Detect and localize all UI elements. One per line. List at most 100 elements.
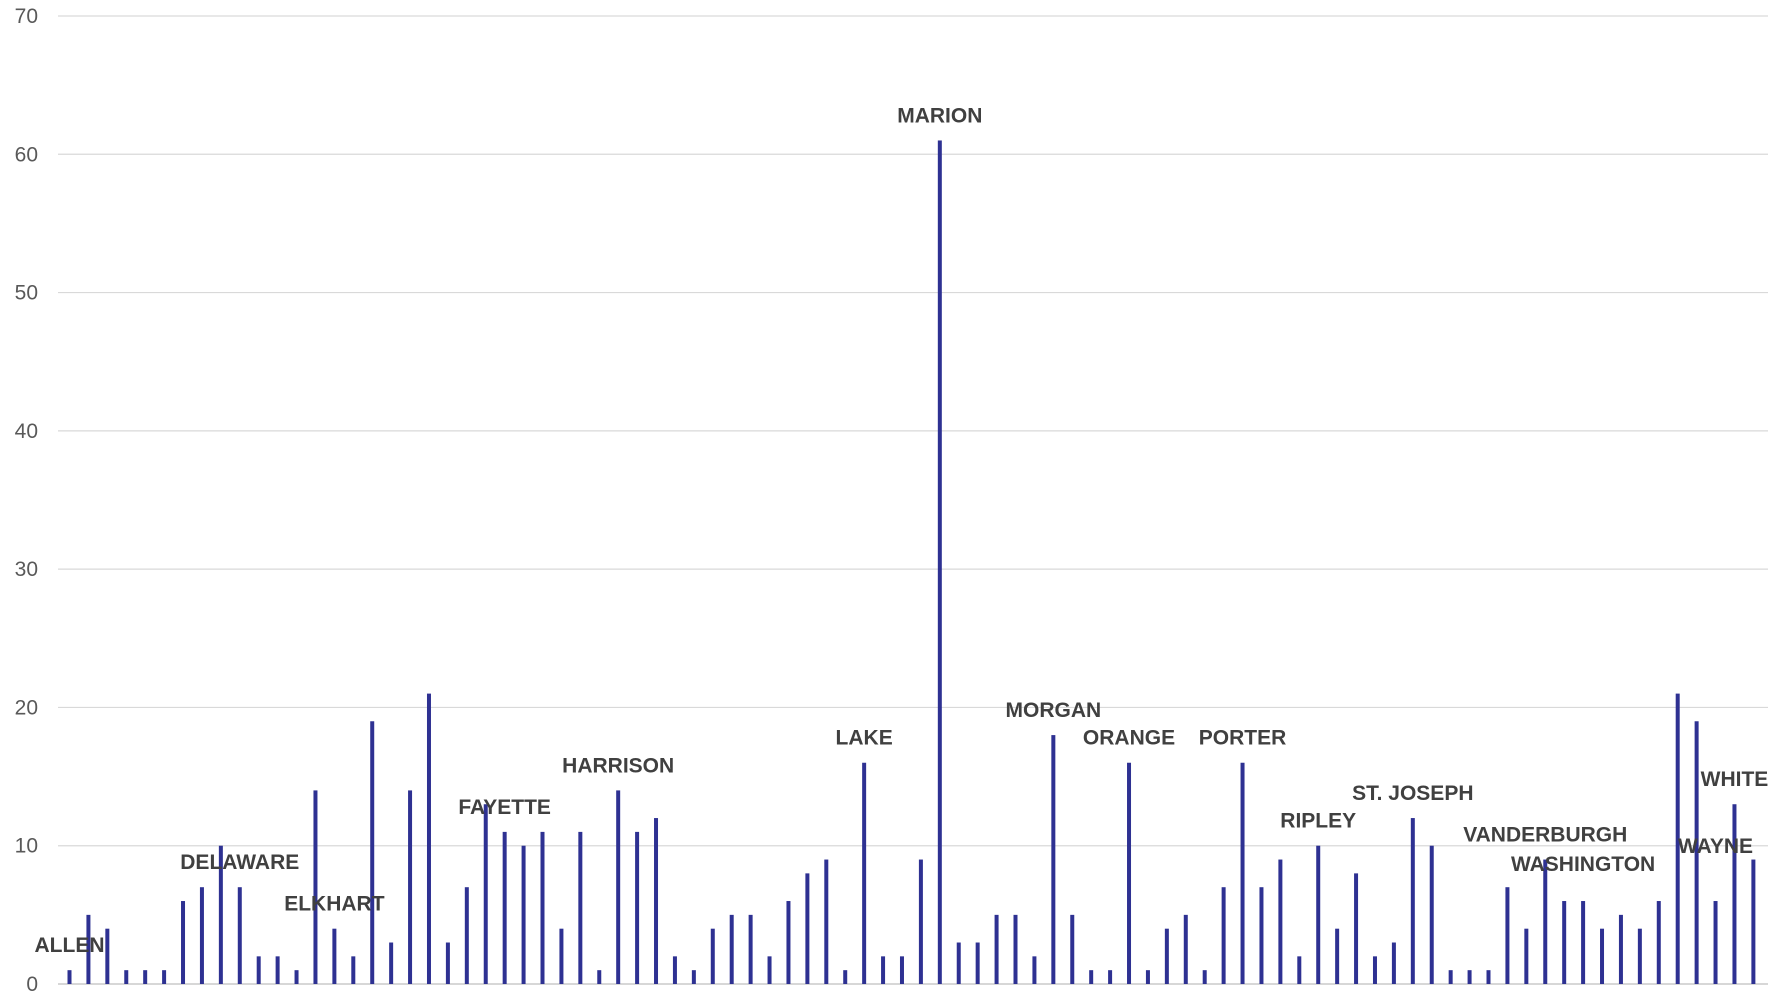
gridlines (58, 15, 1768, 985)
annotation-label: WASHINGTON (1511, 853, 1655, 876)
bar (1429, 845, 1434, 984)
bar (899, 956, 904, 984)
y-tick-label: 10 (15, 835, 38, 858)
bar (1051, 735, 1056, 984)
bar (1694, 721, 1699, 984)
bar (672, 956, 677, 984)
annotation-label: ORANGE (1083, 727, 1175, 750)
bar (105, 928, 110, 984)
bar (956, 942, 961, 984)
annotation-label: WHITE (1701, 768, 1769, 791)
y-tick-label: 20 (15, 696, 38, 719)
bar (1543, 859, 1548, 984)
bar (862, 762, 867, 984)
bar (1013, 914, 1018, 984)
bar (143, 970, 148, 984)
bar (1467, 970, 1472, 984)
annotation-label: VANDERBURGH (1463, 824, 1627, 847)
bar (1259, 887, 1264, 984)
bar (1732, 804, 1737, 984)
bar (1600, 928, 1605, 984)
bar (654, 818, 659, 984)
bar (805, 873, 810, 984)
bar (824, 859, 829, 984)
bar (1278, 859, 1283, 984)
bar (124, 970, 129, 984)
bar (975, 942, 980, 984)
bar (1032, 956, 1037, 984)
bar (616, 790, 621, 984)
bar (464, 887, 469, 984)
y-tick-label: 60 (15, 143, 38, 166)
bar (1108, 970, 1113, 984)
y-tick-label: 40 (15, 420, 38, 443)
bar (521, 845, 526, 984)
bar (370, 721, 375, 984)
bar (275, 956, 280, 984)
bar (1316, 845, 1321, 984)
bar (748, 914, 753, 984)
annotation-label: DELAWARE (180, 851, 299, 874)
bar (635, 831, 640, 984)
bar (1410, 818, 1415, 984)
bar (1656, 901, 1661, 984)
bar (767, 956, 772, 984)
bar (1581, 901, 1586, 984)
annotation-label: ST. JOSEPH (1352, 782, 1473, 805)
bar (237, 887, 242, 984)
bar (1675, 693, 1680, 984)
bar (1524, 928, 1529, 984)
bar (199, 887, 204, 984)
county-annotations: ALLEN DELAWARE ELKHART FAYETTE HARRISON LAKE M… (35, 104, 1769, 957)
annotation-label: WAYNE (1678, 835, 1753, 858)
bar (86, 914, 91, 984)
bar (1713, 901, 1718, 984)
bar (502, 831, 507, 984)
bar (1070, 914, 1075, 984)
bar (786, 901, 791, 984)
annotation-label: ELKHART (284, 893, 384, 916)
y-tick-label: 0 (26, 973, 38, 992)
bar (1164, 928, 1169, 984)
bar (483, 804, 488, 984)
bar (445, 942, 450, 984)
bar (256, 956, 261, 984)
bar (1505, 887, 1510, 984)
bar (408, 790, 413, 984)
bar (843, 970, 848, 984)
annotation-label: ALLEN (35, 934, 105, 957)
bar (559, 928, 564, 984)
bar (578, 831, 583, 984)
bar (881, 956, 886, 984)
bar (1221, 887, 1226, 984)
bar (426, 693, 431, 984)
y-tick-label: 70 (15, 5, 38, 28)
bar (1335, 928, 1340, 984)
annotation-label: MARION (897, 104, 982, 127)
bar (313, 790, 318, 984)
bar (710, 928, 715, 984)
bar (937, 140, 942, 984)
annotation-label: FAYETTE (458, 796, 551, 819)
bar (1751, 859, 1756, 984)
annotation-label: RIPLEY (1280, 810, 1356, 833)
bar (67, 970, 72, 984)
bar (1240, 762, 1245, 984)
bar (729, 914, 734, 984)
bar (1127, 762, 1132, 984)
bar (181, 901, 186, 984)
bar (1297, 956, 1302, 984)
bar (1618, 914, 1623, 984)
annotation-label: HARRISON (562, 754, 674, 777)
bar (1354, 873, 1359, 984)
bars (67, 140, 1756, 984)
bar (1183, 914, 1188, 984)
bar (1448, 970, 1453, 984)
annotation-label: PORTER (1199, 727, 1287, 750)
y-tick-label: 50 (15, 282, 38, 305)
y-axis-ticks: 0 10 20 30 40 50 60 70 (15, 5, 38, 992)
bar (1562, 901, 1567, 984)
bar (294, 970, 299, 984)
